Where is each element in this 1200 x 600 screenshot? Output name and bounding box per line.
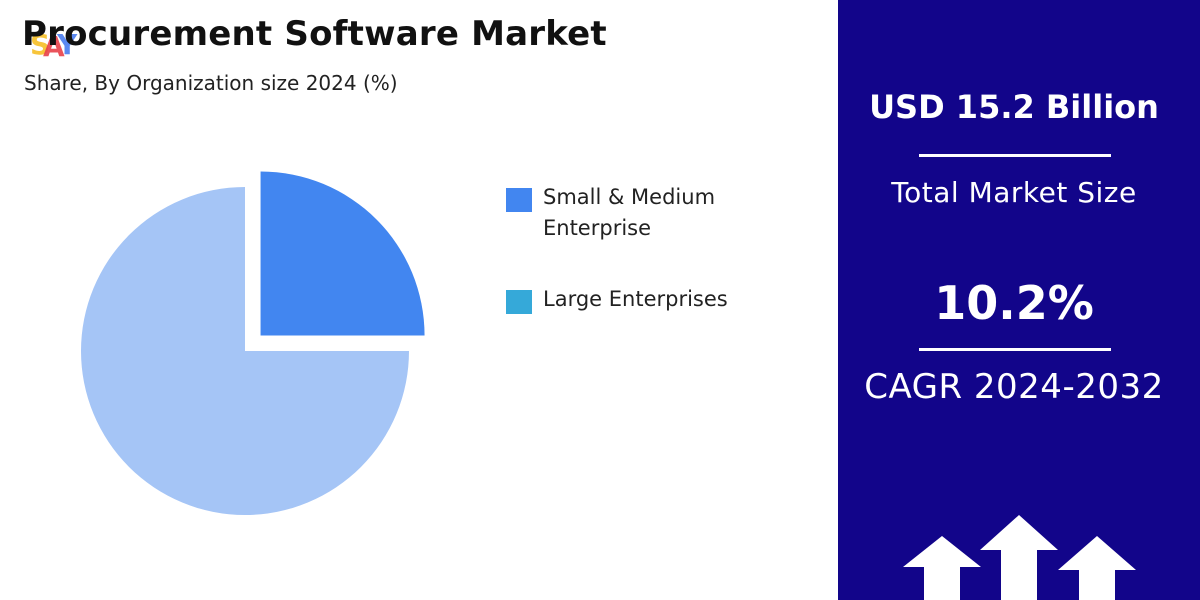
market-size-value: USD 15.2 Billion — [869, 88, 1159, 126]
pie-slice-small-medium-enterprise — [260, 171, 425, 336]
stats-panel: USD 15.2 Billion Total Market Size 10.2%… — [838, 0, 1200, 600]
legend-item-small-medium: Small & Medium Enterprise — [506, 182, 826, 244]
legend-label-large: Large Enterprises — [543, 287, 728, 311]
svg-text:Y: Y — [56, 28, 78, 61]
chart-title: Procurement Software Market — [22, 14, 607, 54]
market-size-label: Total Market Size — [891, 176, 1137, 209]
pie-slice-large-enterprises — [81, 187, 409, 515]
cagr-value: 10.2% — [934, 276, 1094, 330]
cagr-label: CAGR 2024-2032 — [864, 367, 1164, 407]
logo-icon: S A Y — [30, 28, 78, 62]
divider-line — [919, 154, 1111, 157]
chart-legend: Small & Medium Enterprise Large Enterpri… — [506, 182, 826, 355]
legend-item-large: Large Enterprises — [506, 284, 826, 315]
legend-swatch-small-medium — [506, 188, 532, 212]
chart-subtitle: Share, By Organization size 2024 (%) — [24, 71, 398, 95]
legend-swatch-large — [506, 290, 532, 314]
growth-arrows-icon — [903, 515, 1136, 600]
legend-label-small-medium: Small & Medium Enterprise — [543, 185, 716, 240]
pie-chart — [81, 171, 425, 515]
svg-text:S: S — [30, 28, 50, 61]
svg-text:A: A — [43, 30, 65, 62]
chart-area: S A Y Procurement Software Market Share,… — [22, 14, 826, 515]
divider-line — [919, 348, 1111, 351]
